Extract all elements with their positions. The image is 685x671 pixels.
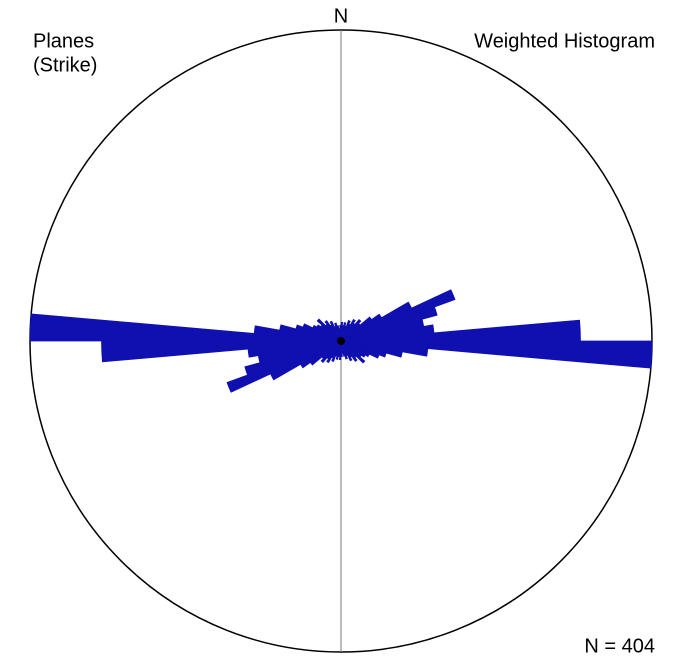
chart-title: Planes bbox=[33, 30, 94, 52]
chart-title: (Strike) bbox=[33, 54, 97, 76]
chart-subtitle: Weighted Histogram bbox=[474, 30, 655, 52]
petal bbox=[316, 318, 366, 364]
north-label: N bbox=[334, 5, 348, 27]
petal bbox=[336, 325, 346, 357]
petal bbox=[320, 318, 362, 364]
petal bbox=[324, 320, 358, 362]
petal bbox=[329, 320, 353, 362]
petal bbox=[339, 325, 343, 357]
petal bbox=[334, 322, 348, 360]
annotation: N = 404 bbox=[584, 635, 655, 657]
petal bbox=[29, 313, 653, 369]
center-dot bbox=[337, 337, 345, 345]
